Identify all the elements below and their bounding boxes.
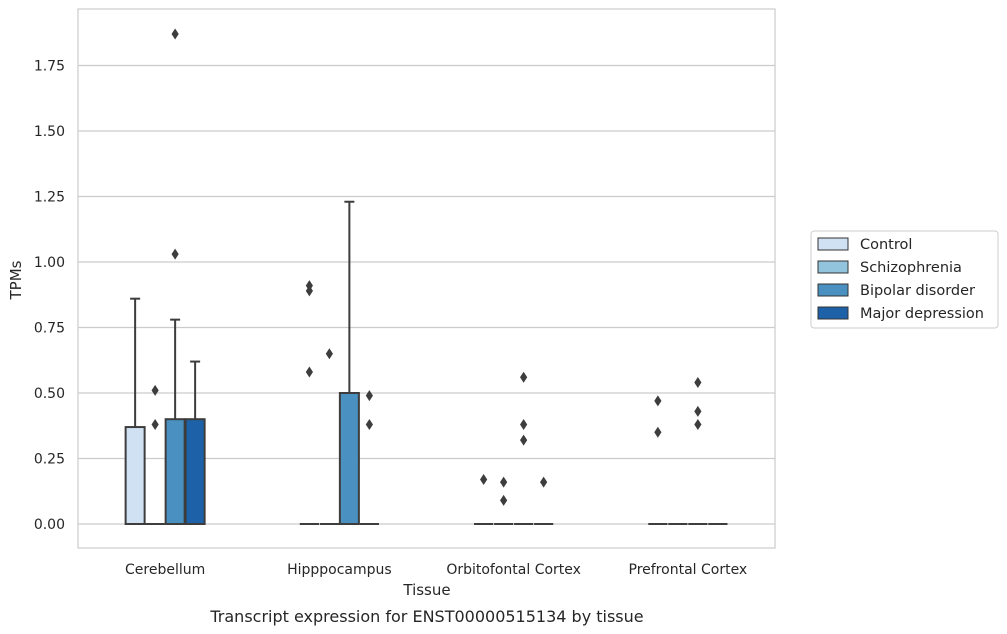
y-tick-label: 1.75 <box>34 59 65 75</box>
box <box>164 418 186 526</box>
box <box>184 418 206 526</box>
figure-caption: Transcript expression for ENST0000051513… <box>209 607 643 626</box>
y-tick-labels: 0.00 0.25 0.50 0.75 1.00 1.25 1.50 1.75 <box>34 59 65 534</box>
legend-label-control: Control <box>860 237 912 253</box>
plot-frame <box>77 8 776 549</box>
outlier-point <box>540 476 548 488</box>
legend-swatch-control <box>817 237 849 251</box>
outlier-point <box>151 384 159 396</box>
legend-swatch-bipolar-disorder <box>817 283 849 297</box>
outlier-point <box>305 366 313 378</box>
outlier-point <box>654 426 662 438</box>
y-tick-label: 0.50 <box>34 386 65 402</box>
legend-label-major-depression: Major depression <box>860 306 984 322</box>
legend-swatch-major-depression <box>817 306 849 320</box>
y-tick-label: 1.00 <box>34 255 65 271</box>
outlier-point <box>480 473 488 485</box>
outlier-point <box>694 377 702 389</box>
legend-label-schizophrenia: Schizophrenia <box>860 260 962 276</box>
outlier-point <box>694 418 702 430</box>
legend-frame <box>810 230 999 329</box>
outliers <box>151 28 702 506</box>
y-axis-label: TPMs <box>7 260 25 300</box>
outlier-point <box>365 390 373 402</box>
boxes <box>124 200 728 526</box>
outlier-point <box>520 418 528 430</box>
outlier-point <box>694 405 702 417</box>
y-tick-label: 0.00 <box>34 517 65 533</box>
box <box>338 392 360 525</box>
outlier-point <box>325 348 333 360</box>
outlier-point <box>151 418 159 430</box>
outlier-point <box>171 248 179 260</box>
x-tick-labels: Cerebellum Hipppocampus Orbitofontal Corte… <box>125 562 747 578</box>
outlier-point <box>171 28 179 40</box>
legend-label-bipolar-disorder: Bipolar disorder <box>860 283 975 299</box>
outlier-point <box>654 395 662 407</box>
legend-swatch-schizophrenia <box>817 260 849 274</box>
y-tick-label: 1.25 <box>34 190 65 206</box>
x-tick-label: Cerebellum <box>125 562 205 578</box>
x-tick-label: Hipppocampus <box>287 562 392 578</box>
y-tick-label: 0.75 <box>34 321 65 337</box>
box <box>124 426 146 525</box>
outlier-point <box>365 418 373 430</box>
outlier-point <box>520 371 528 383</box>
outlier-point <box>500 476 508 488</box>
x-tick-label: Orbitofontal Cortex <box>446 562 581 578</box>
outlier-point <box>500 494 508 506</box>
x-axis-label: Tissue <box>402 581 450 599</box>
outlier-point <box>520 434 528 446</box>
outlier-point <box>305 280 313 292</box>
y-tick-label: 1.50 <box>34 124 65 140</box>
x-tick-label: Prefrontal Cortex <box>629 562 748 578</box>
y-tick-label: 0.25 <box>34 452 65 468</box>
legend: Control Schizophrenia Bipolar disorder M… <box>810 230 999 329</box>
